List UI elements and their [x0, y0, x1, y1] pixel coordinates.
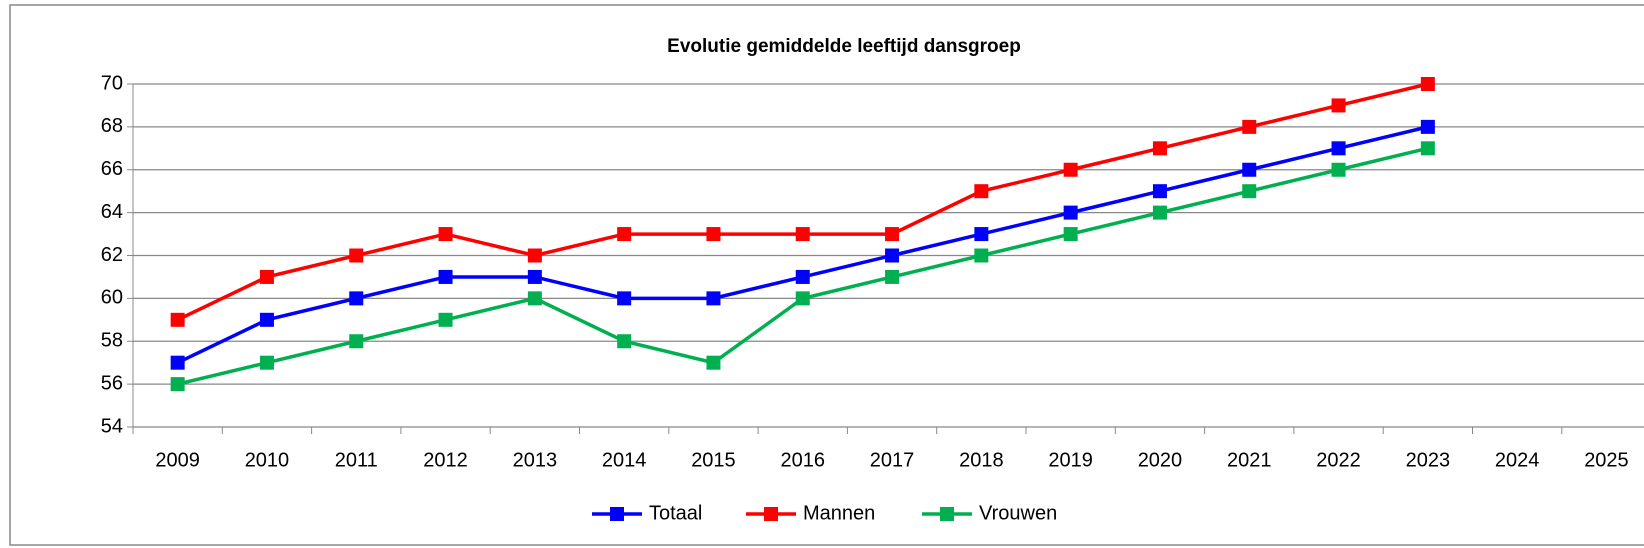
- marker: [706, 291, 721, 306]
- legend-marker: [610, 507, 624, 521]
- y-tick-label: 62: [101, 244, 123, 266]
- x-tick-label: 2023: [1406, 449, 1451, 471]
- marker: [1331, 162, 1346, 177]
- marker: [885, 269, 900, 284]
- marker: [527, 291, 542, 306]
- legend-label: Vrouwen: [979, 502, 1057, 524]
- x-tick-label: 2015: [691, 449, 736, 471]
- x-tick-label: 2010: [245, 449, 290, 471]
- marker: [1242, 119, 1257, 134]
- y-tick-label: 66: [101, 158, 123, 180]
- y-tick-label: 70: [101, 72, 123, 94]
- marker: [527, 269, 542, 284]
- marker: [438, 312, 453, 327]
- marker: [1063, 227, 1078, 242]
- y-tick-label: 54: [101, 415, 123, 437]
- marker: [1331, 98, 1346, 113]
- marker: [438, 269, 453, 284]
- x-tick-label: 2019: [1048, 449, 1093, 471]
- x-tick-label: 2011: [335, 449, 378, 471]
- marker: [349, 248, 364, 263]
- marker: [795, 269, 810, 284]
- x-tick-label: 2016: [781, 449, 826, 471]
- marker: [438, 227, 453, 242]
- marker: [259, 312, 274, 327]
- marker: [885, 248, 900, 263]
- marker: [1063, 205, 1078, 220]
- marker: [1420, 141, 1435, 156]
- marker: [1420, 119, 1435, 134]
- marker: [1063, 162, 1078, 177]
- marker: [259, 269, 274, 284]
- marker: [170, 355, 185, 370]
- marker: [170, 312, 185, 327]
- y-tick-label: 68: [101, 115, 123, 137]
- marker: [349, 334, 364, 349]
- marker: [795, 227, 810, 242]
- marker: [617, 291, 632, 306]
- marker: [1242, 162, 1257, 177]
- x-tick-label: 2012: [423, 449, 468, 471]
- marker: [706, 355, 721, 370]
- marker: [1152, 141, 1167, 156]
- legend-marker: [764, 507, 778, 521]
- x-tick-label: 2013: [513, 449, 558, 471]
- legend-label: Mannen: [803, 502, 875, 524]
- x-tick-label: 2022: [1316, 449, 1361, 471]
- x-tick-label: 2017: [870, 449, 915, 471]
- x-tick-label: 2009: [155, 449, 200, 471]
- marker: [1152, 184, 1167, 199]
- x-tick-label: 2020: [1138, 449, 1183, 471]
- marker: [885, 227, 900, 242]
- chart-title: Evolutie gemiddelde leeftijd dansgroep: [667, 36, 1021, 57]
- marker: [974, 227, 989, 242]
- marker: [1242, 184, 1257, 199]
- y-tick-label: 58: [101, 330, 123, 352]
- marker: [617, 334, 632, 349]
- marker: [795, 291, 810, 306]
- marker: [259, 355, 274, 370]
- x-tick-label: 2021: [1227, 449, 1272, 471]
- marker: [170, 377, 185, 392]
- legend-marker: [940, 507, 954, 521]
- x-tick-label: 2024: [1495, 449, 1540, 471]
- marker: [1331, 141, 1346, 156]
- y-tick-label: 60: [101, 287, 123, 309]
- marker: [974, 248, 989, 263]
- legend-label: Totaal: [649, 502, 702, 524]
- marker: [1420, 77, 1435, 91]
- marker: [349, 291, 364, 306]
- y-tick-label: 56: [101, 372, 123, 394]
- x-tick-label: 2014: [602, 449, 647, 471]
- marker: [527, 248, 542, 263]
- marker: [706, 227, 721, 242]
- marker: [974, 184, 989, 199]
- x-tick-label: 2025: [1584, 449, 1629, 471]
- x-tick-label: 2018: [959, 449, 1004, 471]
- y-tick-label: 64: [101, 201, 123, 223]
- marker: [1152, 205, 1167, 220]
- marker: [617, 227, 632, 242]
